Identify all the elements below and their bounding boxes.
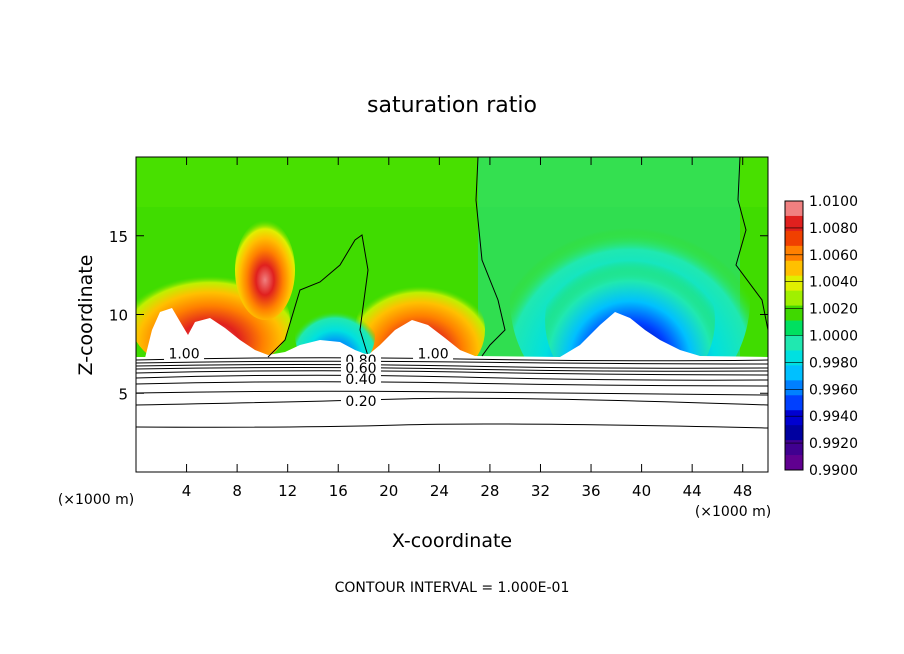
x-axis-label: X-coordinate xyxy=(392,530,512,552)
y-tick-label: 10 xyxy=(109,307,128,325)
colorbar-label: 1.0080 xyxy=(809,221,858,237)
hot-region-left-upper xyxy=(235,220,295,320)
colorbar-segment xyxy=(785,380,803,396)
colorbar-segment xyxy=(785,215,803,232)
colorbar-segment xyxy=(785,275,803,292)
x-tick-label: 4 xyxy=(182,482,192,500)
y-tick-label: 5 xyxy=(118,385,128,403)
colorbar-label: 1.0020 xyxy=(809,302,858,318)
contour-line-1.00 xyxy=(136,357,768,362)
colorbar-label: 0.9940 xyxy=(809,409,858,425)
colorbar-segment xyxy=(785,350,803,366)
x-tick-label: 28 xyxy=(480,482,499,500)
contour-interval-footer: CONTOUR INTERVAL = 1.000E-01 xyxy=(335,580,570,596)
colorbar-segment xyxy=(785,305,803,322)
x-tick-label: 32 xyxy=(531,482,550,500)
x-tick-label: 24 xyxy=(430,482,449,500)
x-tick-label: 48 xyxy=(733,482,752,500)
contour-label-bg xyxy=(413,347,454,361)
x-tick-label: 12 xyxy=(278,482,297,500)
colorbar-label: 0.9960 xyxy=(809,382,858,398)
colorbar-label: 1.0060 xyxy=(809,248,858,264)
colorbar-label: 1.0100 xyxy=(809,194,858,210)
contour-line-0.60 xyxy=(136,370,768,376)
contour-line-0.40 xyxy=(136,381,768,387)
colorbar-label: 0.9920 xyxy=(809,436,858,452)
contour-label: 0.60 xyxy=(345,361,376,377)
colorbar-segment xyxy=(785,440,803,456)
contour-labels: 1.00 1.000.800.600.400.20 xyxy=(164,347,454,410)
colorbar-segment xyxy=(785,260,803,277)
contour-label: 0.20 xyxy=(345,394,376,410)
colorbar: 1.0100 1.0080 1.0060 1.0040 1.0020 1.0000 0.99… xyxy=(784,194,858,479)
contour-line-0.50 xyxy=(136,374,768,381)
colorbar-segment xyxy=(785,245,803,262)
colorbar-segment xyxy=(785,425,803,441)
contour-line-0.10 xyxy=(136,423,768,429)
contour-label-bg xyxy=(340,394,381,408)
contour-line-0.70 xyxy=(136,367,768,372)
contour-line-0.20 xyxy=(136,397,768,406)
x-unit-right: (×1000 m) xyxy=(695,504,771,520)
x-tick-label: 16 xyxy=(329,482,348,500)
colorbar-segment xyxy=(785,290,803,307)
contour-lines xyxy=(136,357,768,429)
plot-area xyxy=(136,157,768,472)
terrain-white-region xyxy=(136,308,768,472)
colorbar-label: 1.0000 xyxy=(809,329,858,345)
colorbar-segment xyxy=(785,230,803,247)
y-tick-label: 15 xyxy=(109,228,128,246)
contour-line-0.90 xyxy=(136,360,768,365)
colorbar-segment xyxy=(785,320,803,336)
contour-label: 0.40 xyxy=(345,372,376,388)
colorbar-label: 0.9980 xyxy=(809,355,858,371)
x-tick-label: 36 xyxy=(581,482,600,500)
contour-label: 1.00 xyxy=(168,347,199,363)
contour-lines-1.00 xyxy=(267,157,768,358)
colorbar-segment xyxy=(785,201,803,217)
x-tick-label: 8 xyxy=(232,482,242,500)
chart-title: saturation ratio xyxy=(367,93,537,118)
x-axis: 4 8 12 16 20 24 28 32 36 40 44 48 xyxy=(182,157,752,500)
contour-label-bg xyxy=(164,347,205,361)
y-axis-label: Z-coordinate xyxy=(75,255,97,376)
colorbar-label: 1.0040 xyxy=(809,275,858,291)
colorbar-segment xyxy=(785,395,803,411)
contour-line-0.80 xyxy=(136,364,768,369)
colorbar-segment xyxy=(785,335,803,351)
contour-label: 1.00 xyxy=(417,347,448,363)
x-tick-label: 44 xyxy=(683,482,702,500)
contour-label-bg xyxy=(340,372,381,386)
colorbar-segment xyxy=(785,365,803,381)
x-tick-label: 20 xyxy=(379,482,398,500)
x-unit-left: (×1000 m) xyxy=(58,492,134,508)
colorbar-label: 0.9900 xyxy=(809,463,858,479)
contour-line-0.30 xyxy=(136,390,768,396)
y-axis: 5 10 15 xyxy=(109,228,768,403)
colorbar-segment xyxy=(785,455,803,471)
x-tick-label: 40 xyxy=(632,482,651,500)
colorbar-segment xyxy=(785,410,803,426)
contour-label-bg xyxy=(340,361,381,375)
